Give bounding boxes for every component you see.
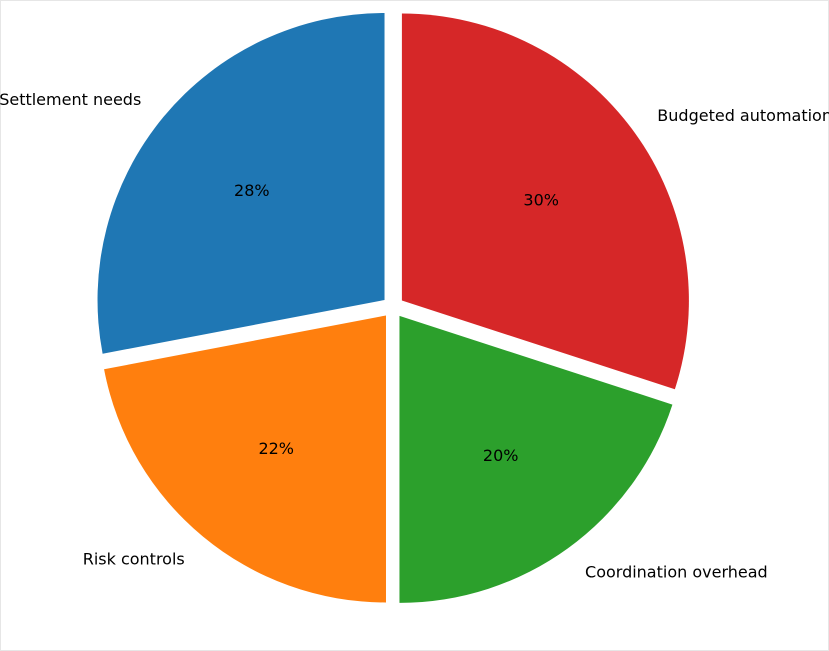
pct-label: 28% — [234, 181, 270, 200]
slice-label: Budgeted automation — [657, 106, 829, 125]
pct-label: 22% — [258, 439, 294, 458]
pct-label: 30% — [523, 190, 559, 209]
slice-label: Coordination overhead — [585, 562, 768, 581]
labels-layer: 28% Settlement needs 22% Risk controls 20% Co… — [0, 90, 829, 582]
slice-label: Risk controls — [83, 550, 185, 569]
pie-slice-coordination-overhead — [399, 315, 673, 603]
pie-slice-risk-controls — [104, 315, 386, 603]
slices-layer — [97, 12, 689, 603]
slice-label: Settlement needs — [0, 90, 141, 109]
pie-slice-settlement-needs — [97, 12, 385, 354]
pct-label: 20% — [483, 446, 519, 465]
pie-slice-budgeted-automation — [401, 13, 689, 390]
